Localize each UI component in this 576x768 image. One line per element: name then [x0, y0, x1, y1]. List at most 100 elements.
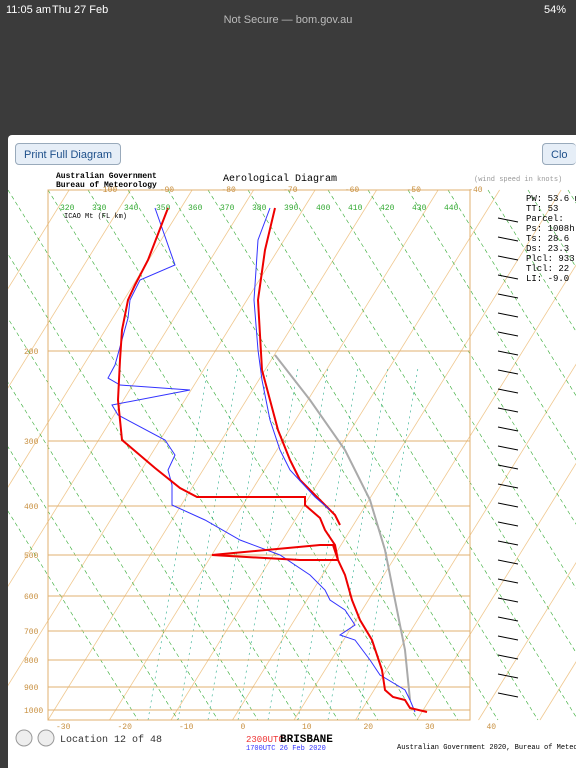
dewpoint-profile-upper — [253, 207, 331, 511]
dewpoint-profile — [107, 207, 416, 713]
isotherm — [8, 189, 193, 488]
isotherm — [478, 561, 576, 721]
theta-label: 350 — [156, 204, 171, 213]
parcel-info: PW: 53.6 m — [526, 194, 576, 204]
wind-barb — [497, 236, 519, 242]
pressure-label: 400 — [24, 503, 39, 512]
wind-barb — [497, 274, 519, 280]
wind-barb — [497, 692, 519, 698]
theta-label: 420 — [380, 204, 395, 213]
top-temp-label: -100 — [98, 186, 117, 195]
wind-barb — [497, 502, 519, 508]
top-temp-label: -90 — [160, 186, 175, 195]
wind-barb — [497, 578, 519, 584]
close-button[interactable]: Clo — [542, 143, 576, 165]
theta-label: 410 — [348, 204, 363, 213]
isotherm — [355, 363, 576, 721]
bottom-temp-label: -30 — [56, 723, 71, 732]
agency: Bureau of Meteorology — [56, 181, 157, 190]
isotherm — [416, 462, 576, 721]
title: Aerological Diagram — [223, 173, 337, 185]
parcel-info: Tlcl: 22 — [526, 264, 569, 274]
time1: 2300UTC — [246, 735, 284, 745]
theta-label: 330 — [92, 204, 107, 213]
bottom-temp-label: 10 — [302, 723, 312, 732]
isotherm — [109, 189, 439, 721]
dry-adiabat — [8, 317, 259, 721]
wind-barb — [497, 597, 519, 603]
mixing-ratio — [177, 367, 239, 721]
temperature-profile — [116, 207, 428, 713]
url[interactable]: Not Secure — bom.gov.au — [223, 14, 353, 26]
parcel-info: Ps: 1008h — [526, 224, 575, 234]
battery: 54% — [543, 4, 566, 16]
parcel-curve — [274, 354, 411, 701]
date: Thu 27 Feb — [52, 4, 109, 16]
dry-adiabat — [8, 382, 219, 721]
mixing-ratio — [207, 367, 269, 721]
wind-barb — [497, 312, 519, 318]
time2: 1700UTC 26 Feb 2020 — [246, 745, 326, 753]
mixing-ratio — [237, 367, 299, 721]
pressure-label: 900 — [24, 684, 39, 693]
wind-note: (wind speed in knots) — [474, 176, 562, 184]
isotherm — [47, 189, 377, 721]
parcel-info: TT: 53 — [526, 204, 558, 214]
dry-adiabat — [8, 446, 179, 721]
dry-adiabat — [247, 189, 576, 718]
wind-barb — [497, 255, 519, 261]
wind-barb — [497, 559, 519, 565]
dry-adiabat — [207, 189, 539, 721]
pressure-label: 800 — [24, 657, 39, 666]
pressure-label: 1000 — [24, 707, 43, 716]
wind-barb — [497, 445, 519, 451]
parcel-info: Parcel: — [526, 214, 564, 224]
theta-label: 320 — [60, 204, 75, 213]
prev-button[interactable] — [15, 729, 33, 747]
pressure-label: 600 — [24, 593, 39, 602]
theta-label: 340 — [124, 204, 139, 213]
dry-adiabat — [167, 189, 499, 721]
isotherm — [170, 189, 500, 721]
theta-label: 440 — [444, 204, 459, 213]
mixing-ratio — [267, 367, 329, 721]
top-temp-label: -80 — [221, 186, 236, 195]
temperature-profile-upper — [256, 207, 341, 526]
wind-barb — [497, 388, 519, 394]
dry-adiabat — [8, 253, 299, 721]
isotherm — [8, 189, 316, 687]
dry-adiabat — [287, 189, 576, 654]
bottom-temp-label: 20 — [364, 723, 374, 732]
dry-adiabat — [127, 189, 459, 721]
wind-barb — [497, 616, 519, 622]
parcel-info: Ts: 28.6 — [526, 234, 569, 244]
icao: ICAO Mt (FL km) — [64, 213, 127, 221]
bottom-temp-label: 30 — [425, 723, 435, 732]
wind-barb — [497, 331, 519, 337]
wind-barb — [497, 464, 519, 470]
parcel-info: LI: -9.0 — [526, 274, 569, 284]
top-temp-label: -70 — [283, 186, 298, 195]
dry-adiabat — [8, 189, 339, 721]
time: 11:05 am — [6, 4, 52, 16]
wind-barb — [497, 293, 519, 299]
dry-adiabat — [8, 510, 139, 721]
wind-barb — [497, 483, 519, 489]
print-button[interactable]: Print Full Diagram — [15, 143, 122, 165]
theta-label: 430 — [412, 204, 427, 213]
wind-barb — [497, 350, 519, 356]
bottom-temp-label: 40 — [487, 723, 497, 732]
top-temp-label: -50 — [407, 186, 422, 195]
bottom-temp-label: 0 — [241, 723, 246, 732]
agency: Australian Government — [56, 172, 157, 181]
wind-barb — [497, 654, 519, 660]
wind-barb — [497, 635, 519, 641]
frame — [47, 189, 471, 721]
location: Location 12 of 48 — [60, 734, 162, 746]
theta-label: 370 — [220, 204, 235, 213]
wind-barb — [497, 407, 519, 413]
next-button[interactable] — [37, 729, 55, 747]
wind-barb — [497, 217, 519, 223]
